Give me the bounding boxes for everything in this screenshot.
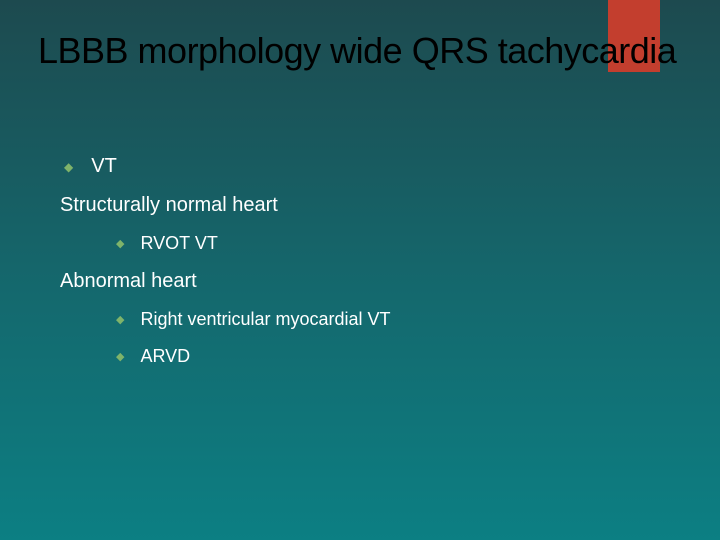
plain-text-line: Structurally normal heart (60, 194, 660, 217)
bullet-level-2: ◆ RVOT VT (116, 233, 660, 254)
bullet-level-1: ◆ VT (60, 155, 660, 178)
bullet-text: Right ventricular myocardial VT (140, 309, 390, 330)
diamond-bullet-icon: ◆ (116, 350, 124, 363)
plain-text-line: Abnormal heart (60, 270, 660, 293)
bullet-level-2: ◆ Right ventricular myocardial VT (116, 309, 660, 330)
diamond-bullet-icon: ◆ (116, 313, 124, 326)
slide: LBBB morphology wide QRS tachycardia ◆ V… (0, 0, 720, 540)
bullet-level-2: ◆ ARVD (116, 346, 660, 367)
content-area: ◆ VT Structurally normal heart ◆ RVOT VT… (60, 155, 660, 383)
slide-title: LBBB morphology wide QRS tachycardia (38, 30, 676, 71)
diamond-bullet-icon: ◆ (64, 160, 73, 174)
bullet-text: VT (91, 155, 117, 178)
bullet-text: ARVD (140, 346, 190, 367)
diamond-bullet-icon: ◆ (116, 237, 124, 250)
bullet-text: RVOT VT (140, 233, 217, 254)
